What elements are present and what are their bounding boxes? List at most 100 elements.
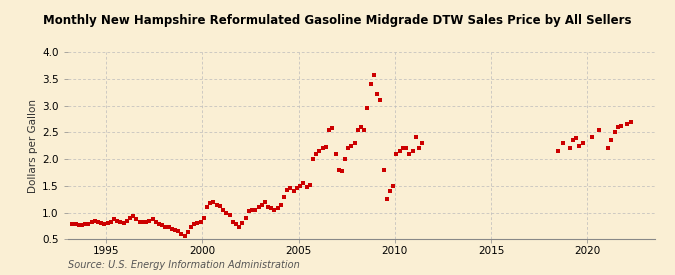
Point (282, 188, 293, 192)
Point (612, 125, 623, 129)
Point (246, 208, 257, 212)
Point (606, 138, 617, 143)
Y-axis label: Dollars per Gallon: Dollars per Gallon (28, 99, 38, 193)
Point (131, 217, 142, 221)
Point (70, 222, 81, 227)
Point (272, 206, 283, 210)
Point (295, 184, 306, 188)
Point (292, 186, 302, 191)
Point (140, 219, 151, 224)
Point (224, 213, 235, 217)
Point (381, 197, 392, 201)
Point (83, 222, 94, 226)
Point (74, 223, 84, 227)
Point (90, 219, 101, 223)
Point (356, 125, 367, 129)
Point (378, 167, 389, 172)
Point (215, 204, 225, 208)
Point (176, 232, 187, 236)
Point (362, 106, 373, 111)
Point (157, 223, 167, 227)
Point (76, 223, 87, 227)
Point (400, 146, 411, 151)
Text: Source: U.S. Energy Information Administration: Source: U.S. Energy Information Administ… (68, 260, 299, 270)
Point (616, 124, 626, 128)
Point (625, 120, 636, 124)
Point (574, 144, 585, 148)
Point (275, 202, 286, 207)
Point (118, 221, 129, 225)
Point (359, 128, 370, 132)
Point (211, 202, 222, 207)
Point (115, 220, 126, 224)
Point (394, 149, 405, 153)
Point (398, 146, 408, 151)
Point (186, 225, 196, 230)
Point (144, 218, 155, 223)
Point (102, 221, 113, 226)
Point (285, 186, 296, 191)
Point (311, 152, 322, 156)
Point (298, 181, 308, 185)
Point (227, 220, 238, 224)
Point (288, 189, 299, 193)
Point (407, 149, 418, 153)
Point (109, 217, 119, 222)
Point (134, 220, 145, 224)
Point (237, 221, 248, 226)
Point (553, 149, 564, 153)
Point (323, 128, 334, 132)
Point (217, 208, 228, 212)
Point (192, 221, 203, 226)
Point (122, 219, 132, 223)
Point (231, 222, 242, 227)
Point (365, 82, 376, 87)
Point (67, 222, 78, 226)
Point (263, 205, 273, 209)
Point (314, 149, 325, 153)
Point (414, 146, 425, 151)
Point (317, 146, 328, 151)
Point (125, 216, 136, 220)
Point (269, 208, 280, 212)
Point (151, 219, 161, 224)
Point (250, 208, 261, 212)
Point (153, 222, 164, 226)
Point (343, 146, 354, 151)
Point (577, 141, 588, 145)
Point (369, 73, 379, 77)
Point (160, 225, 171, 229)
Point (330, 152, 341, 156)
Point (198, 216, 209, 220)
Point (173, 229, 184, 233)
Point (385, 189, 396, 193)
Point (308, 157, 319, 161)
Point (208, 200, 219, 204)
Point (189, 222, 200, 227)
Point (301, 185, 312, 189)
Point (610, 130, 620, 134)
Point (564, 146, 575, 151)
Point (410, 134, 421, 139)
Point (86, 220, 97, 224)
Point (256, 202, 267, 207)
Point (179, 234, 190, 238)
Point (340, 157, 350, 161)
Point (571, 136, 582, 140)
Point (279, 194, 290, 199)
Point (327, 126, 338, 130)
Point (253, 205, 264, 209)
Point (333, 167, 344, 172)
Point (96, 221, 107, 226)
Point (558, 141, 569, 145)
Point (388, 184, 399, 188)
Point (304, 183, 315, 187)
Point (416, 141, 427, 145)
Point (195, 219, 206, 224)
Point (234, 225, 244, 229)
Point (240, 216, 251, 220)
Point (622, 122, 632, 127)
Point (266, 206, 277, 210)
Point (205, 201, 216, 205)
Point (259, 200, 270, 204)
